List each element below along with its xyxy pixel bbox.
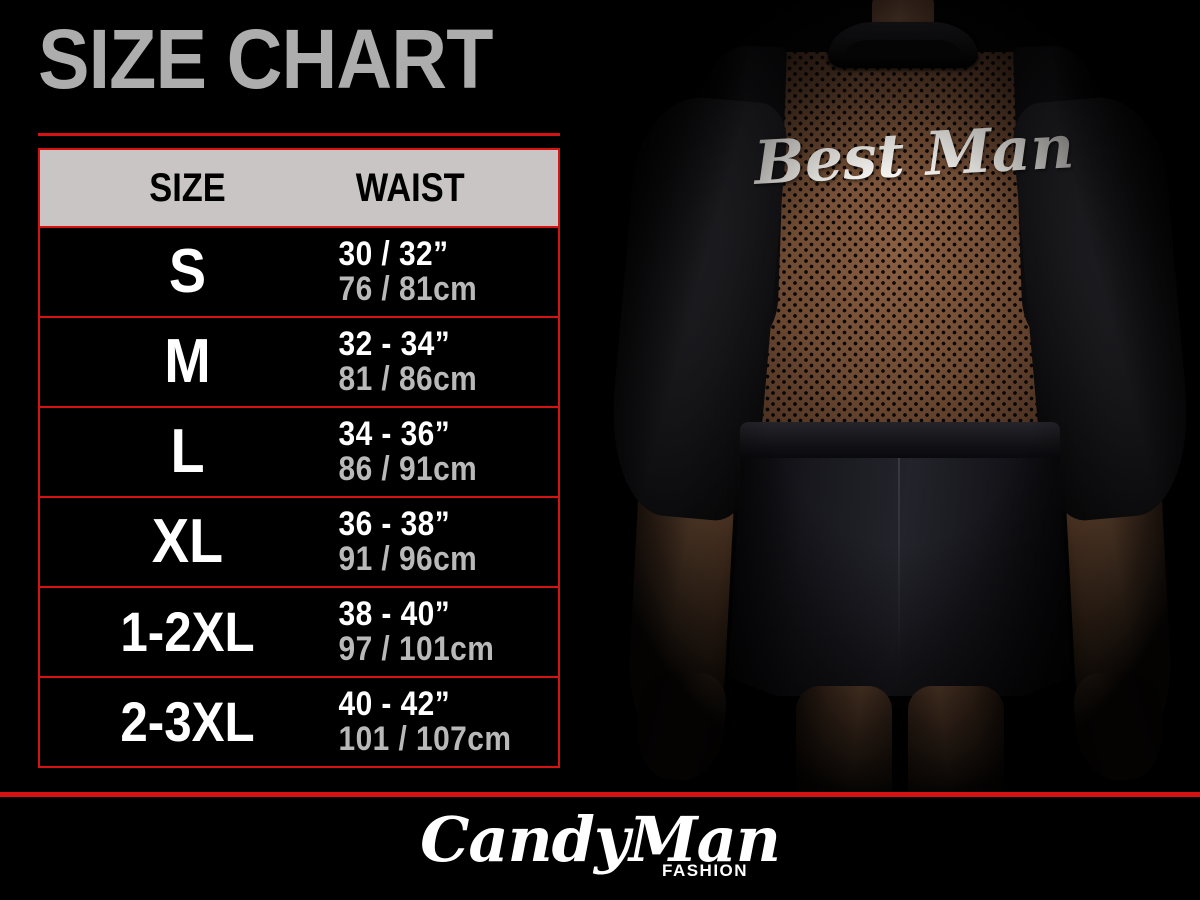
cell-waist: 30 / 32” 76 / 81cm [335,237,531,306]
cell-size: 1-2XL [120,600,255,663]
waist-inches: 38 - 40” [338,595,451,634]
waist-inches: 36 - 38” [338,505,451,544]
product-photo: Best Man [600,0,1200,794]
waist-inches: 32 - 34” [338,325,451,364]
column-header-waist: WAIST [355,165,465,210]
cell-size: M [164,327,211,396]
table-row: 2-3XL 40 - 42” 101 / 107cm [40,676,558,766]
title-underline-rule [38,133,560,136]
brand-logo: CandyMan FASHION [0,797,1200,900]
size-chart-panel: SIZE CHART SIZE WAIST S 30 / 32” 76 / 81… [0,0,600,794]
shirt-collar-inner [846,40,960,58]
footer-divider-rule [0,792,1200,797]
cell-size: 2-3XL [120,690,255,753]
table-row: 1-2XL 38 - 40” 97 / 101cm [40,586,558,676]
table-row: M 32 - 34” 81 / 86cm [40,316,558,406]
column-header-size: SIZE [149,165,226,210]
brand-name: CandyMan [420,803,781,876]
cell-size: L [170,417,205,486]
footer: CandyMan FASHION [0,797,1200,900]
waist-centimeters: 86 / 91cm [338,450,478,488]
garment-print-text: Best Man [752,112,1076,199]
table-row: S 30 / 32” 76 / 81cm [40,226,558,316]
cell-waist: 34 - 36” 86 / 91cm [335,417,531,486]
table-row: XL 36 - 38” 91 / 96cm [40,496,558,586]
cell-waist: 36 - 38” 91 / 96cm [335,507,531,576]
cell-size: XL [151,507,224,576]
model-left-thigh [796,686,892,794]
skirt [728,458,1072,696]
page-title: SIZE CHART [38,12,493,106]
waist-inches: 34 - 36” [338,415,451,454]
cell-waist: 40 - 42” 101 / 107cm [335,687,531,756]
model-right-thigh [908,686,1004,794]
table-header-row: SIZE WAIST [40,150,558,226]
waist-centimeters: 101 / 107cm [338,720,512,758]
waist-centimeters: 97 / 101cm [338,630,495,668]
skirt-waistband [740,422,1060,464]
cell-size: S [168,237,207,306]
waist-centimeters: 76 / 81cm [338,270,478,308]
waist-inches: 30 / 32” [338,235,449,274]
size-table: SIZE WAIST S 30 / 32” 76 / 81cm M 32 - 3… [38,148,560,768]
table-row: L 34 - 36” 86 / 91cm [40,406,558,496]
waist-centimeters: 91 / 96cm [338,540,478,578]
brand-tagline: FASHION [662,861,749,880]
waist-inches: 40 - 42” [338,685,451,724]
cell-waist: 38 - 40” 97 / 101cm [335,597,531,666]
cell-waist: 32 - 34” 81 / 86cm [335,327,531,396]
waist-centimeters: 81 / 86cm [338,360,478,398]
skirt-center-seam [898,458,900,696]
